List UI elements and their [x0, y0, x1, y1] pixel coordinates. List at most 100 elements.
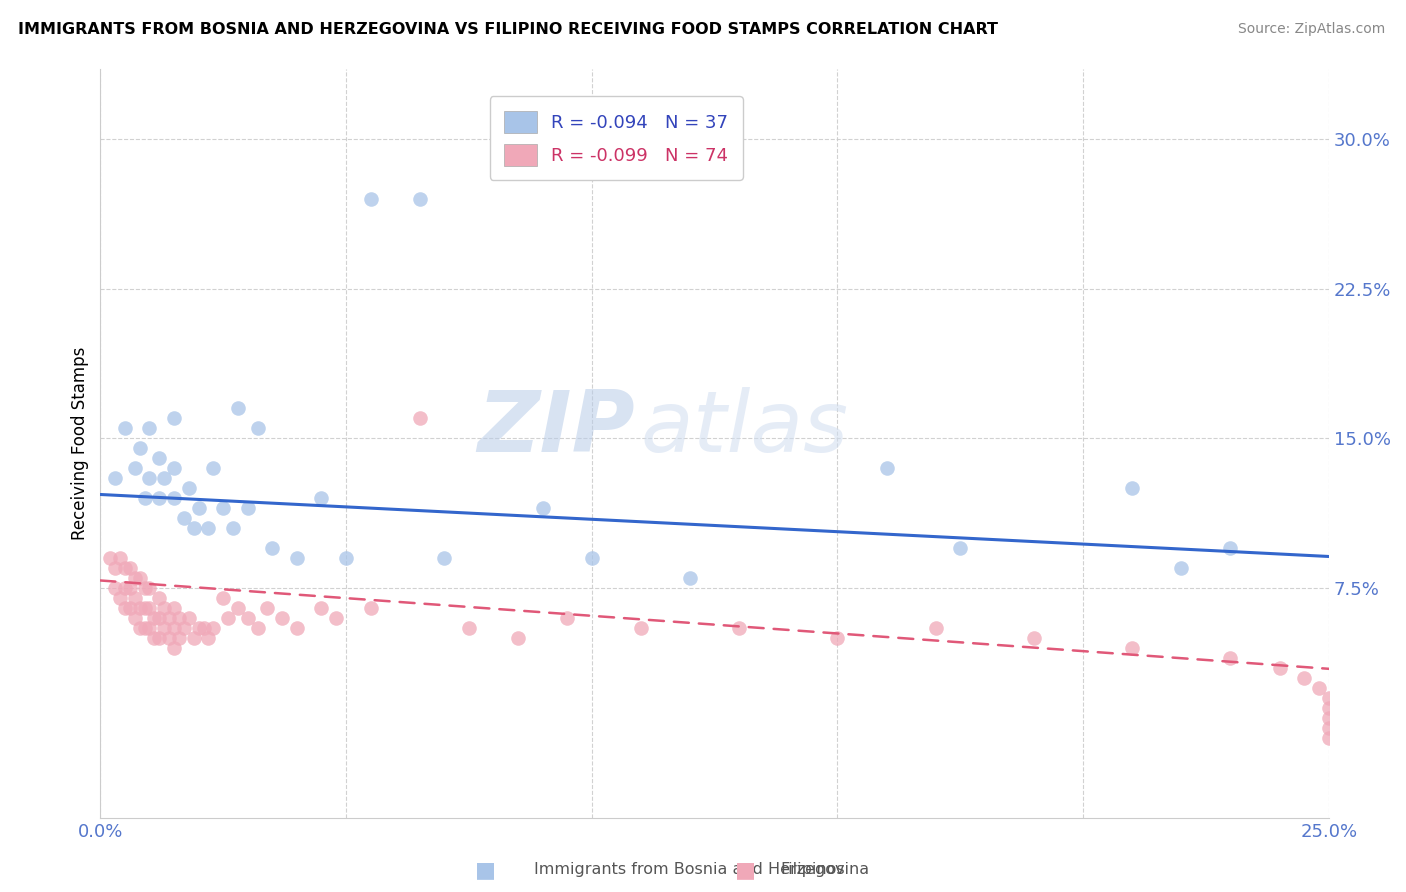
Point [114, 601, 136, 615]
Point [409, 192, 432, 206]
Point [138, 601, 160, 615]
Point [114, 582, 136, 596]
Point [335, 551, 357, 566]
Point [134, 601, 156, 615]
Text: ■: ■ [475, 860, 495, 880]
Point [134, 622, 156, 636]
Point [138, 582, 160, 596]
Point [124, 461, 146, 475]
Point [325, 611, 347, 625]
Point [679, 572, 702, 586]
Text: Source: ZipAtlas.com: Source: ZipAtlas.com [1237, 22, 1385, 37]
Point [1294, 672, 1316, 686]
Point [555, 611, 578, 625]
Point [183, 521, 205, 535]
Point [104, 582, 127, 596]
Point [163, 411, 186, 425]
Point [148, 491, 170, 506]
Point [128, 601, 150, 615]
Point [1317, 731, 1340, 746]
Point [98, 551, 121, 566]
Point [360, 601, 382, 615]
Text: ■: ■ [735, 860, 755, 880]
Point [271, 611, 294, 625]
Point [167, 611, 190, 625]
Text: Immigrants from Bosnia and Herzegovina: Immigrants from Bosnia and Herzegovina [534, 863, 869, 877]
Point [1268, 661, 1291, 675]
Point [311, 601, 333, 615]
Text: Filipinos: Filipinos [780, 863, 845, 877]
Point [262, 541, 284, 556]
Point [153, 471, 176, 485]
Point [827, 632, 849, 646]
Point [128, 572, 150, 586]
Point [148, 632, 170, 646]
Point [1022, 632, 1045, 646]
Point [246, 421, 269, 435]
Point [138, 471, 160, 485]
Point [173, 622, 195, 636]
Point [138, 622, 160, 636]
Point [124, 572, 146, 586]
Point [1317, 691, 1340, 706]
Point [124, 611, 146, 625]
Point [163, 461, 186, 475]
Point [114, 421, 136, 435]
Point [124, 591, 146, 606]
Point [128, 622, 150, 636]
Point [202, 461, 225, 475]
Point [1308, 681, 1330, 696]
Point [236, 611, 259, 625]
Point [212, 591, 235, 606]
Point [138, 421, 160, 435]
Point [143, 632, 166, 646]
Point [433, 551, 456, 566]
Point [153, 601, 176, 615]
Point [1317, 701, 1340, 715]
Point [157, 632, 180, 646]
Point [167, 632, 190, 646]
Point [212, 501, 235, 516]
Point [360, 192, 382, 206]
Point [108, 591, 131, 606]
Point [173, 511, 195, 525]
Point [1219, 541, 1241, 556]
Point [581, 551, 603, 566]
Point [1121, 482, 1143, 496]
Point [197, 632, 219, 646]
Point [114, 561, 136, 575]
Point [177, 611, 200, 625]
Point [134, 582, 156, 596]
Text: IMMIGRANTS FROM BOSNIA AND HERZEGOVINA VS FILIPINO RECEIVING FOOD STAMPS CORRELA: IMMIGRANTS FROM BOSNIA AND HERZEGOVINA V… [18, 22, 998, 37]
Point [531, 501, 554, 516]
Point [148, 611, 170, 625]
Point [1317, 722, 1340, 736]
Point [143, 611, 166, 625]
Point [226, 601, 249, 615]
Point [246, 622, 269, 636]
Point [285, 551, 308, 566]
Point [630, 622, 652, 636]
Point [1219, 651, 1241, 665]
Point [187, 622, 209, 636]
Point [409, 411, 432, 425]
Point [457, 622, 479, 636]
Point [104, 471, 127, 485]
Point [506, 632, 529, 646]
Point [128, 442, 150, 456]
Point [118, 582, 141, 596]
Legend: R = -0.094   N = 37, R = -0.099   N = 74: R = -0.094 N = 37, R = -0.099 N = 74 [489, 96, 742, 180]
Point [177, 482, 200, 496]
Point [924, 622, 946, 636]
Text: atlas: atlas [641, 387, 849, 470]
Point [163, 622, 186, 636]
Point [163, 601, 186, 615]
Point [311, 491, 333, 506]
Point [118, 561, 141, 575]
Point [728, 622, 751, 636]
Point [217, 611, 239, 625]
Point [226, 401, 249, 416]
Point [949, 541, 972, 556]
Point [108, 551, 131, 566]
Point [876, 461, 898, 475]
